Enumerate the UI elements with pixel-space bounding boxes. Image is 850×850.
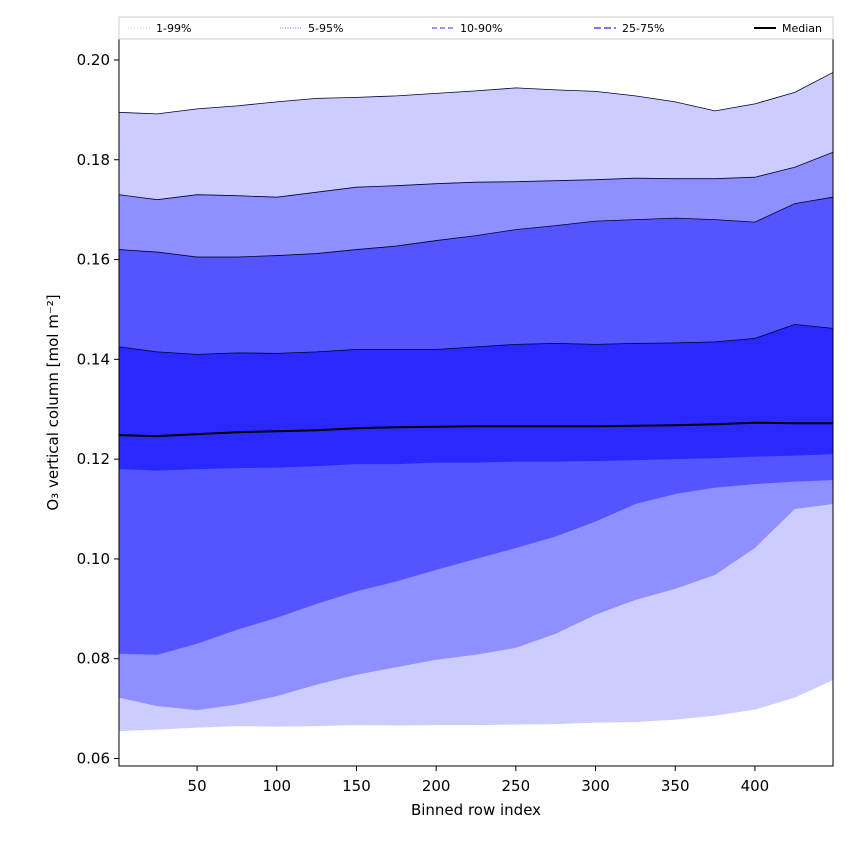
y-axis: 0.06 0.08 0.10 0.12 0.14 0.16 0.18 0.20 (77, 51, 119, 768)
legend-label: Median (782, 22, 822, 35)
y-tick-label: 0.20 (77, 51, 110, 69)
x-tick-label: 50 (188, 777, 207, 795)
y-tick-label: 0.06 (77, 750, 110, 768)
y-tick-label: 0.14 (77, 350, 110, 368)
legend-label: 25-75% (622, 22, 664, 35)
legend-box (118, 16, 834, 40)
x-tick-label: 100 (262, 777, 291, 795)
band-edge-1-99% (118, 72, 834, 115)
band-edge-5-95% (118, 151, 834, 201)
median-line (118, 421, 833, 438)
y-tick-label: 0.08 (77, 650, 110, 668)
y-tick-label: 0.18 (77, 151, 110, 169)
bands-layer (118, 72, 834, 732)
band-edge-10-90% (118, 196, 834, 258)
y-axis-label: O₃ vertical column [mol m⁻²] (44, 294, 62, 510)
band-edge-25-75% (118, 324, 834, 355)
y-tick-label: 0.10 (77, 550, 110, 568)
x-axis: 50 100 150 200 250 300 350 400 (188, 766, 770, 795)
x-tick-label: 300 (581, 777, 610, 795)
legend-label: 1-99% (156, 22, 191, 35)
legend-label: 10-90% (460, 22, 502, 35)
legend-label: 5-95% (308, 22, 343, 35)
x-tick-label: 350 (661, 777, 690, 795)
median-layer (118, 421, 833, 438)
band-25-75% (119, 324, 833, 471)
x-tick-label: 150 (342, 777, 371, 795)
y-tick-label: 0.12 (77, 450, 110, 468)
y-tick-label: 0.16 (77, 251, 110, 269)
x-tick-label: 400 (741, 777, 770, 795)
legend: 1-99% 5-95% 10-90% 25-75% Median (118, 16, 834, 40)
x-tick-label: 250 (502, 777, 531, 795)
x-axis-label: Binned row index (411, 801, 541, 819)
x-tick-label: 200 (422, 777, 451, 795)
